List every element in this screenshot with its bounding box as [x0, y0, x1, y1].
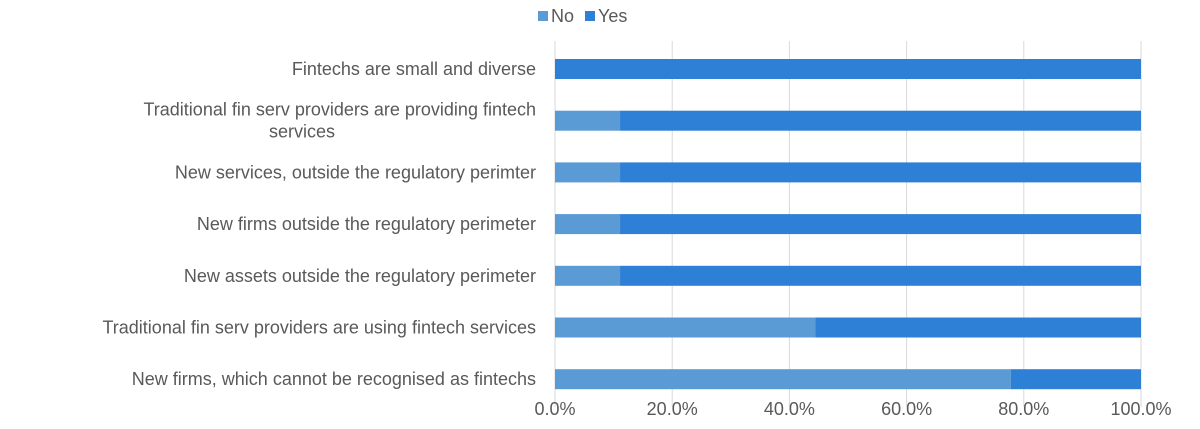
legend-label-no: No	[551, 6, 574, 26]
category-label: Traditional fin serv providers are provi…	[143, 100, 536, 120]
category-labels: Fintechs are small and diverse Traditiona…	[102, 59, 536, 389]
x-tick-label: 80.0%	[998, 399, 1049, 419]
bar-segment-yes	[1010, 369, 1141, 390]
legend-label-yes: Yes	[598, 6, 627, 26]
bar-segment-yes	[815, 317, 1141, 338]
category-label: New firms outside the regulatory perimet…	[197, 214, 536, 234]
category-label: New firms, which cannot be recognised as…	[132, 369, 536, 389]
legend-swatch-no	[538, 11, 548, 21]
bar-segment-yes	[620, 162, 1141, 183]
x-tick-label: 40.0%	[764, 399, 815, 419]
bar-segment-yes	[620, 110, 1141, 131]
legend: No Yes	[538, 6, 627, 26]
x-tick-label: 60.0%	[881, 399, 932, 419]
bar-segment-no	[555, 317, 816, 338]
x-tick-label: 20.0%	[647, 399, 698, 419]
bar-segment-no	[555, 110, 621, 131]
x-tick-label: 0.0%	[534, 399, 575, 419]
bar-segment-no	[555, 369, 1011, 390]
bar-segment-no	[555, 214, 621, 235]
x-tick-label: 100.0%	[1110, 399, 1171, 419]
bar-segment-yes	[620, 214, 1141, 235]
bar-segment-no	[555, 265, 621, 286]
category-label: Fintechs are small and diverse	[292, 59, 536, 79]
bars	[555, 59, 1141, 390]
bar-segment-yes	[555, 59, 1141, 79]
bar-segment-yes	[620, 265, 1141, 286]
legend-swatch-yes	[585, 11, 595, 21]
bar-segment-no	[555, 162, 621, 183]
category-label: services	[269, 122, 335, 142]
category-label: Traditional fin serv providers are using…	[102, 318, 536, 338]
category-label: New services, outside the regulatory per…	[175, 162, 536, 182]
category-label: New assets outside the regulatory perime…	[184, 266, 536, 286]
x-axis-tick-labels: 0.0% 20.0% 40.0% 60.0% 80.0% 100.0%	[534, 399, 1171, 419]
